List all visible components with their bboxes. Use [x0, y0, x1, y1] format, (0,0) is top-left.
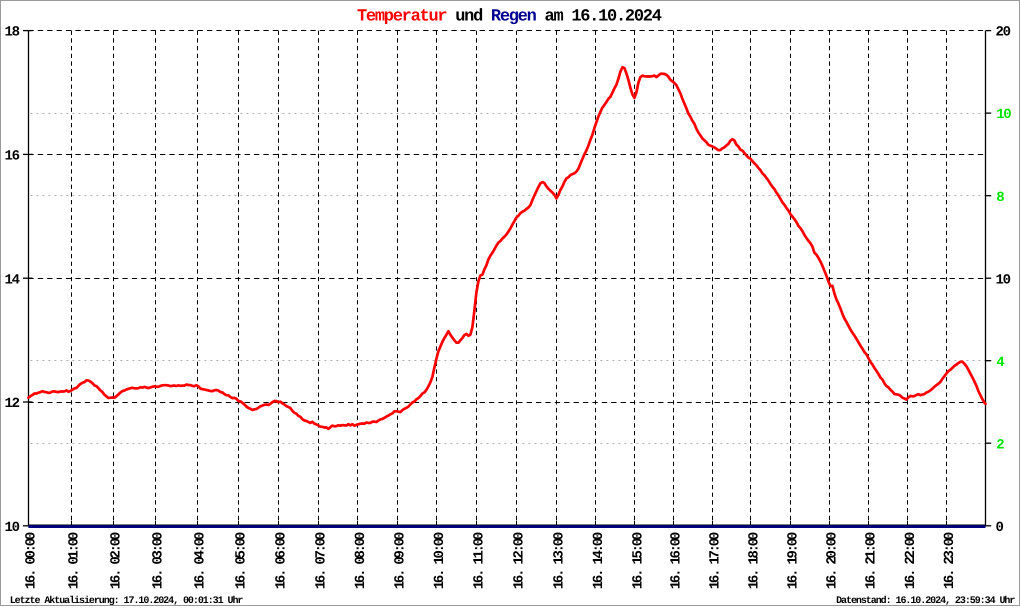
svg-text:16. 03:00: 16. 03:00 [150, 532, 166, 589]
svg-text:16. 00:00: 16. 00:00 [24, 532, 40, 589]
svg-text:10: 10 [996, 272, 1011, 288]
svg-text:16. 07:00: 16. 07:00 [314, 532, 330, 589]
svg-text:20: 20 [996, 25, 1011, 41]
svg-text:16. 16:00: 16. 16:00 [669, 532, 685, 589]
svg-text:16. 18:00: 16. 18:00 [746, 532, 762, 589]
svg-text:16. 02:00: 16. 02:00 [109, 532, 125, 589]
svg-text:16. 08:00: 16. 08:00 [353, 532, 369, 589]
svg-text:16. 22:00: 16. 22:00 [903, 532, 919, 589]
svg-text:Regen: Regen [491, 8, 537, 27]
svg-text:16. 05:00: 16. 05:00 [233, 532, 249, 589]
svg-text:16. 23:00: 16. 23:00 [942, 532, 958, 589]
svg-text:8: 8 [996, 190, 1004, 206]
svg-text:4: 4 [996, 355, 1004, 371]
svg-text:Letzte Aktualisierung: 17.10.2: Letzte Aktualisierung: 17.10.2024, 00:01… [10, 595, 244, 606]
svg-text:16. 17:00: 16. 17:00 [708, 532, 724, 589]
svg-text:16. 14:00: 16. 14:00 [591, 532, 607, 589]
svg-text:16. 10:00: 16. 10:00 [432, 532, 448, 589]
svg-text:Datenstand: 16.10.2024, 23:59:: Datenstand: 16.10.2024, 23:59:34 Uhr [836, 595, 1015, 606]
svg-text:16. 11:00: 16. 11:00 [472, 532, 488, 589]
svg-text:12: 12 [5, 396, 20, 412]
svg-text:0: 0 [996, 520, 1004, 536]
svg-text:18: 18 [5, 25, 20, 41]
svg-text:16. 04:00: 16. 04:00 [193, 532, 209, 589]
svg-text:16. 06:00: 16. 06:00 [274, 532, 290, 589]
svg-text:16. 21:00: 16. 21:00 [864, 532, 880, 589]
svg-text:2: 2 [996, 437, 1004, 453]
svg-text:16. 13:00: 16. 13:00 [552, 532, 568, 589]
svg-text:am 16.10.2024: am 16.10.2024 [536, 8, 662, 27]
svg-text:10: 10 [996, 107, 1011, 123]
svg-text:16. 15:00: 16. 15:00 [630, 532, 646, 589]
svg-text:16. 19:00: 16. 19:00 [786, 532, 802, 589]
svg-text:und: und [446, 8, 491, 27]
svg-text:16: 16 [5, 149, 20, 165]
svg-text:16. 01:00: 16. 01:00 [67, 532, 83, 589]
svg-text:16. 20:00: 16. 20:00 [825, 532, 841, 589]
svg-text:16. 09:00: 16. 09:00 [393, 532, 409, 589]
svg-text:14: 14 [5, 272, 20, 288]
svg-text:16. 12:00: 16. 12:00 [511, 532, 527, 589]
svg-text:10: 10 [5, 520, 20, 536]
svg-text:Temperatur: Temperatur [357, 8, 446, 27]
